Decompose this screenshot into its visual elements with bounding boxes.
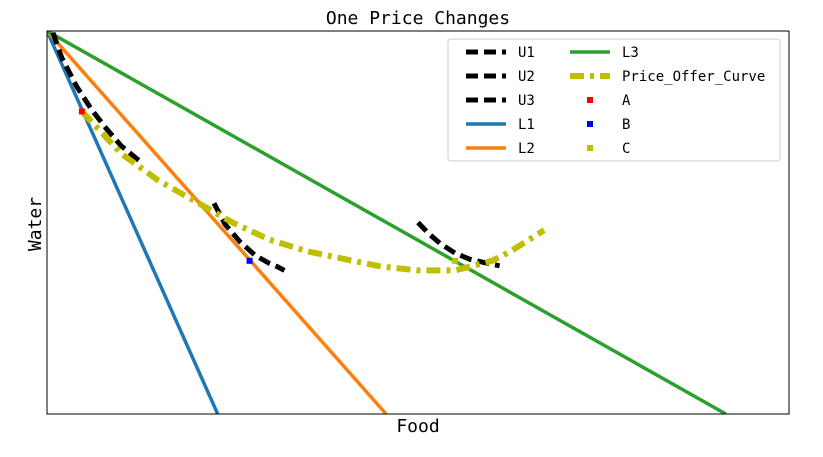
legend-label-l2: L2 (518, 141, 535, 157)
legend-label-poc: Price_Offer_Curve (622, 69, 765, 85)
legend-label-b: B (622, 117, 630, 133)
series-line-u3 (416, 220, 501, 269)
x-axis-label: Food (396, 416, 439, 437)
series-line-l2 (47, 31, 388, 414)
legend-swatch-a (587, 97, 593, 103)
plot-frame (46, 30, 790, 415)
legend-label-a: A (622, 93, 631, 109)
series-line-poc (79, 109, 546, 274)
chart-title: One Price Changes (326, 8, 510, 29)
series-line-u2 (211, 202, 286, 273)
legend-label-u3: U3 (518, 93, 535, 109)
legend-label-u2: U2 (518, 69, 535, 85)
point-a (78, 108, 85, 115)
legend: U1 U2 U3 L1 L2 L3 Price_Offer_Curve ABC (447, 38, 781, 162)
legend-label-l3: L3 (622, 45, 639, 61)
series-line-l3 (47, 31, 727, 414)
legend-label-l1: L1 (518, 117, 535, 133)
series-layer (47, 31, 727, 414)
legend-label-u1: U1 (518, 45, 535, 61)
legend-label-c: C (622, 141, 630, 157)
series-line-u1 (49, 31, 142, 164)
series-line-l1 (47, 31, 220, 414)
legend-swatch-b (587, 121, 593, 127)
point-b (246, 257, 253, 264)
legend-box (447, 38, 781, 162)
point-c (452, 257, 459, 264)
y-axis-label: Water (25, 197, 46, 251)
legend-entries: U1 U2 U3 L1 L2 L3 Price_Offer_Curve ABC (466, 45, 765, 157)
legend-swatch-c (587, 145, 593, 151)
